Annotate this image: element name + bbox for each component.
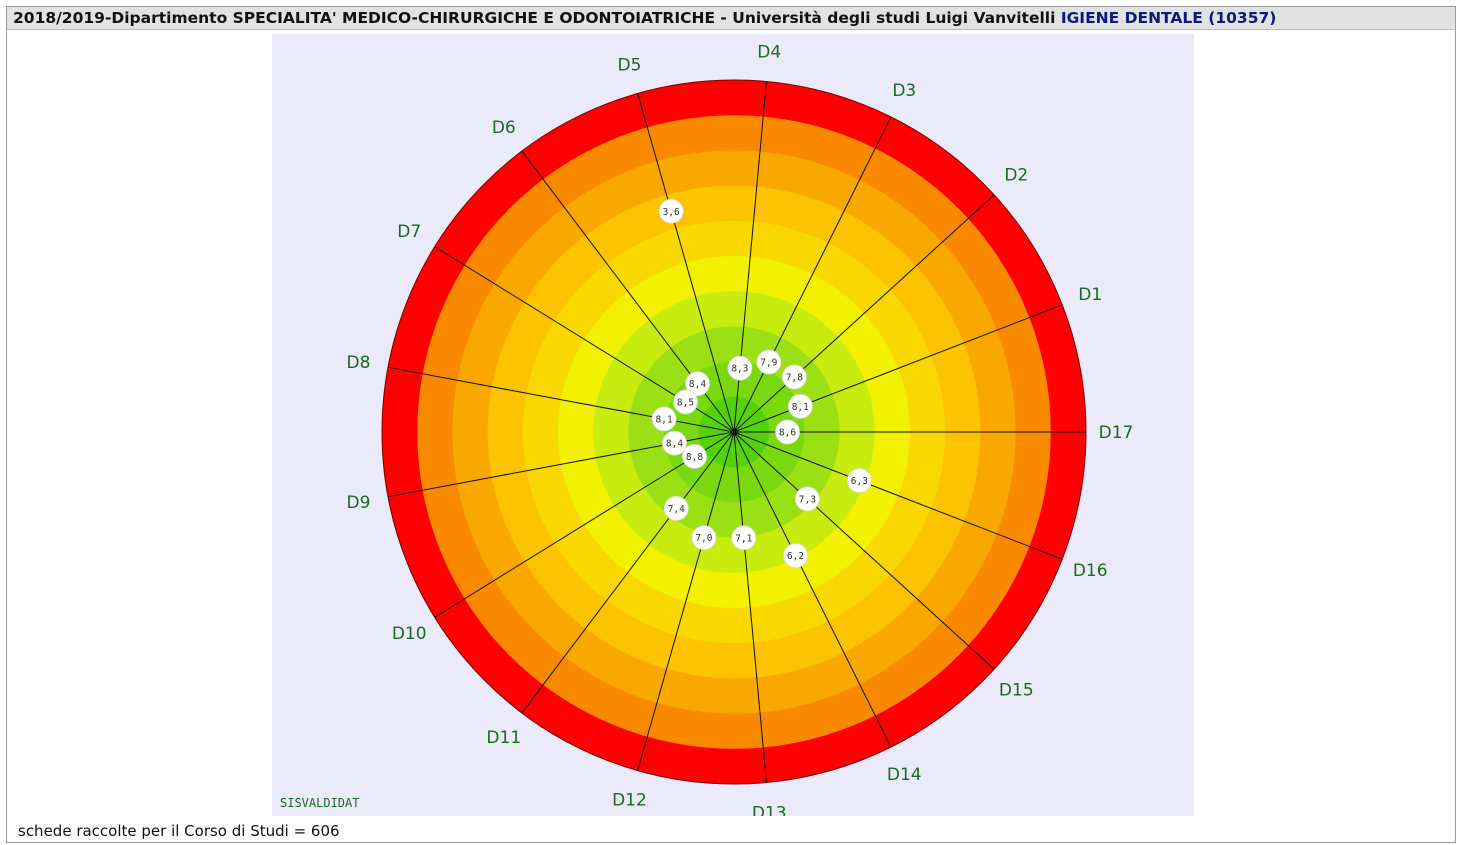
marker-dot	[651, 406, 677, 432]
marker-dot	[685, 371, 710, 397]
spoke-d12	[637, 431, 735, 771]
label-d16: D16	[1073, 561, 1108, 581]
marker-value: 7,3	[799, 494, 816, 505]
label-d14: D14	[887, 765, 922, 785]
marker-value: 7,9	[760, 358, 777, 369]
marker-dot	[658, 198, 684, 224]
label-d15: D15	[999, 680, 1034, 700]
score-marker-d3: 7,9	[756, 349, 782, 375]
marker-dot	[846, 468, 872, 493]
spoke-d1	[733, 304, 1063, 433]
spoke-d15	[733, 431, 995, 670]
score-marker-d13: 7,1	[731, 525, 757, 551]
label-d11: D11	[486, 728, 521, 748]
score-marker-d4: 8,3	[727, 355, 753, 381]
marker-dot	[756, 349, 782, 375]
score-marker-d14: 6,2	[783, 543, 808, 568]
chart-watermark: SISVALDIDAT	[280, 796, 359, 810]
label-d8: D8	[347, 353, 371, 373]
marker-dot	[682, 444, 707, 469]
spoke-d5	[637, 93, 735, 433]
marker-dot	[662, 430, 687, 456]
marker-dot	[787, 393, 813, 419]
label-d13: D13	[752, 803, 787, 816]
label-d3: D3	[892, 81, 916, 101]
marker-value: 3,6	[663, 207, 680, 218]
label-d2: D2	[1004, 166, 1028, 186]
score-marker-d16: 6,3	[846, 468, 872, 493]
chart-center	[731, 429, 737, 435]
header-title: 2018/2019-Dipartimento SPECIALITA' MEDIC…	[13, 9, 1056, 27]
dimension-labels: D1 D2 D3 D4 D5 D6 D7 D8 D9 D10 D11 D12 D13 D14 D15 D16 D…	[347, 43, 1134, 816]
marker-value: 7,1	[735, 533, 752, 544]
score-marker-d5: 3,6	[658, 198, 684, 224]
label-d6: D6	[492, 118, 516, 138]
report-header: 2018/2019-Dipartimento SPECIALITA' MEDIC…	[7, 7, 1455, 30]
marker-dot	[781, 364, 807, 390]
score-marker-d12: 7,0	[691, 525, 717, 551]
score-marker-d2: 7,8	[781, 364, 807, 390]
label-d4: D4	[757, 43, 781, 63]
marker-value: 7,0	[695, 533, 712, 544]
score-marker-d15: 7,3	[794, 486, 820, 512]
radial-chart: D1 D2 D3 D4 D5 D6 D7 D8 D9 D10 D11 D12 D13 D14 D15 D16 D…	[272, 34, 1194, 816]
marker-dot	[663, 496, 689, 521]
label-d10: D10	[392, 624, 427, 644]
score-marker-d7: 8,5	[673, 389, 698, 415]
score-marker-d10: 8,8	[682, 444, 707, 469]
marker-value: 8,4	[689, 379, 706, 390]
spoke-d3	[733, 116, 892, 433]
spoke-d13	[733, 431, 767, 783]
label-d17: D17	[1099, 423, 1134, 443]
label-d12: D12	[612, 790, 647, 810]
report-frame: 2018/2019-Dipartimento SPECIALITA' MEDIC…	[6, 6, 1456, 843]
score-marker-d9: 8,4	[662, 430, 687, 456]
marker-dot	[691, 525, 717, 551]
score-markers: 8,17,87,98,33,68,48,58,18,48,87,47,0 7,16…	[651, 198, 872, 568]
label-d1: D1	[1078, 285, 1102, 305]
spoke-d14	[733, 431, 892, 748]
marker-dot	[775, 419, 800, 445]
marker-value: 6,3	[851, 476, 868, 487]
score-marker-d6: 8,4	[685, 371, 710, 397]
label-d5: D5	[618, 56, 642, 76]
marker-dot	[783, 543, 808, 568]
marker-value: 8,4	[666, 439, 683, 450]
spoke-d8	[387, 366, 735, 433]
marker-value: 8,3	[731, 364, 748, 375]
marker-value: 8,8	[686, 452, 703, 463]
marker-value: 6,2	[787, 551, 804, 562]
spoke-d16	[733, 431, 1063, 560]
header-text: 2018/2019-Dipartimento SPECIALITA' MEDIC…	[13, 9, 1276, 27]
label-d7: D7	[397, 222, 421, 242]
marker-value: 8,5	[677, 397, 694, 408]
marker-value: 7,8	[786, 372, 803, 383]
marker-dot	[731, 525, 757, 551]
score-marker-d17: 8,6	[775, 419, 800, 445]
label-d9: D9	[347, 493, 371, 513]
score-marker-d8: 8,1	[651, 406, 677, 432]
marker-value: 7,4	[668, 504, 685, 515]
marker-value: 8,6	[779, 428, 796, 439]
footer-note: schede raccolte per il Corso di Studi = …	[18, 822, 340, 840]
spoke-d11	[521, 431, 735, 714]
marker-dot	[727, 355, 753, 381]
marker-dot	[673, 389, 698, 415]
marker-value: 8,1	[656, 414, 673, 425]
spoke-d2	[733, 194, 995, 433]
marker-value: 8,1	[792, 402, 809, 413]
score-marker-d1: 8,1	[787, 393, 813, 419]
marker-dot	[794, 486, 820, 512]
score-marker-d11: 7,4	[663, 496, 689, 521]
course-link[interactable]: IGIENE DENTALE (10357)	[1060, 9, 1277, 27]
